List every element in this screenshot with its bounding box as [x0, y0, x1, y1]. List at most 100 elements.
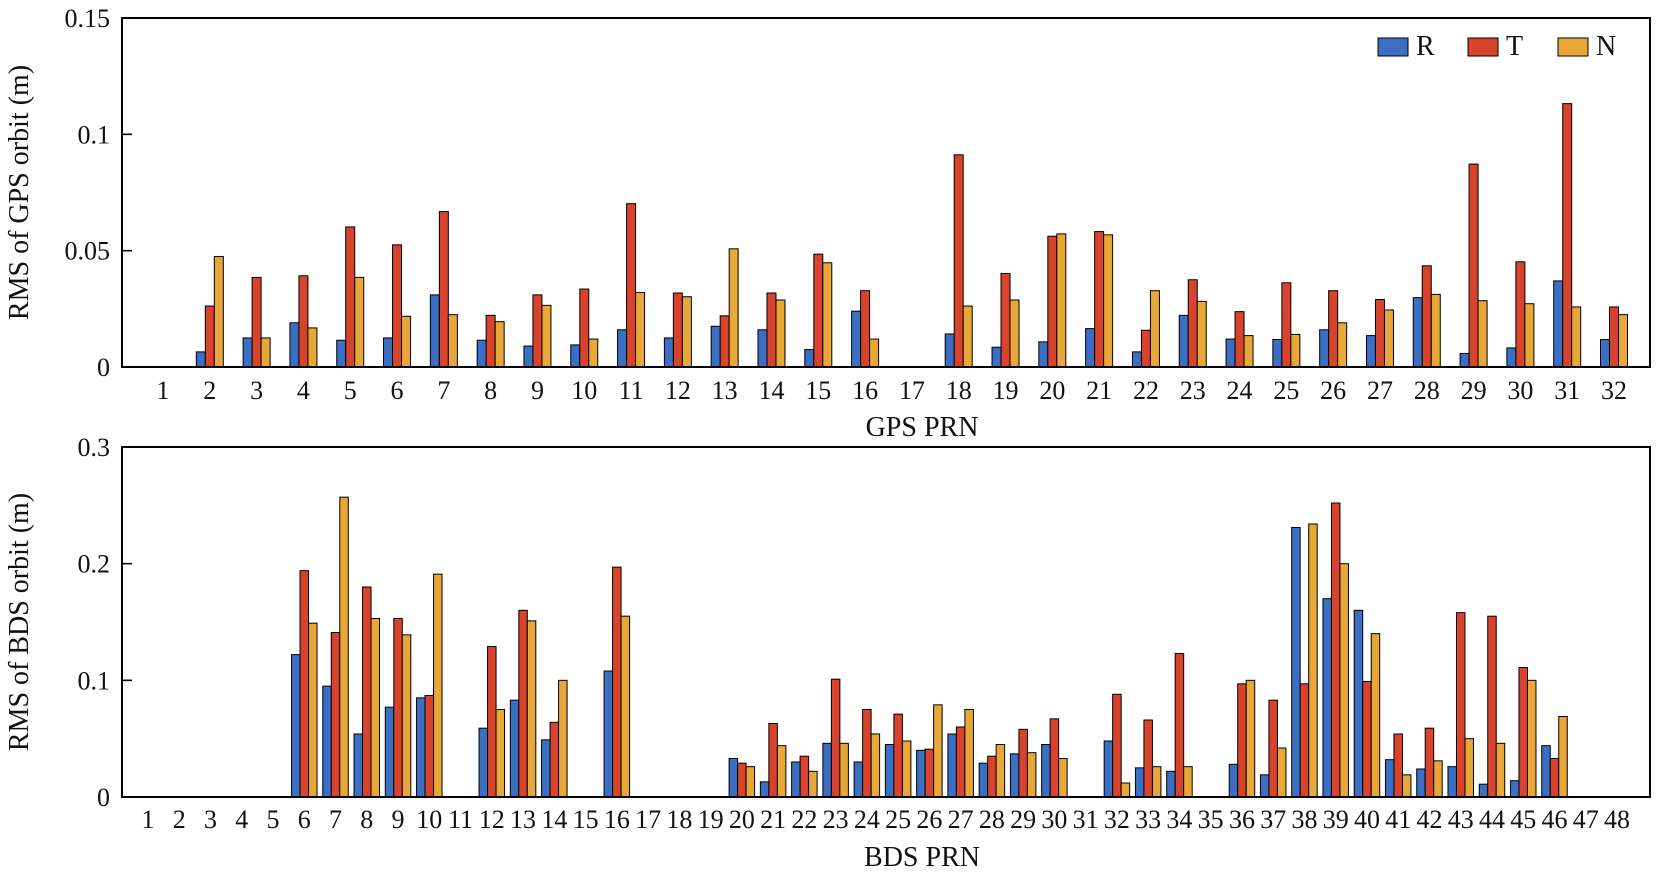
- bar-N-46: [1558, 716, 1568, 798]
- bar-R-26: [1319, 329, 1330, 368]
- bar-R-14: [541, 739, 551, 798]
- x-tick-label: 21: [760, 805, 786, 834]
- bar-R-28: [1412, 297, 1423, 368]
- legend-label-R: R: [1416, 31, 1435, 62]
- x-tick-label: 24: [1227, 376, 1253, 405]
- x-tick-label: 30: [1041, 805, 1067, 834]
- bar-T-24: [1234, 311, 1245, 368]
- bar-N-26: [1337, 322, 1348, 368]
- x-tick-label: 20: [1039, 376, 1065, 405]
- bar-T-31: [1562, 103, 1573, 368]
- bar-N-32: [1120, 782, 1131, 798]
- x-tick-label: 15: [573, 805, 599, 834]
- x-tick-label: 46: [1541, 805, 1567, 834]
- bar-N-30: [1058, 758, 1068, 798]
- bar-R-45: [1509, 780, 1520, 798]
- x-axis-title: GPS PRN: [866, 412, 979, 443]
- bar-R-37: [1259, 774, 1270, 798]
- bar-T-20: [737, 762, 747, 798]
- bar-N-12: [681, 296, 692, 368]
- x-tick-label: 37: [1260, 805, 1286, 834]
- bar-N-22: [1149, 290, 1160, 368]
- bar-T-13: [719, 315, 730, 368]
- bar-T-2: [204, 305, 215, 368]
- bar-N-13: [728, 248, 739, 368]
- bar-R-36: [1228, 763, 1239, 798]
- bar-R-5: [336, 339, 347, 368]
- bar-T-43: [1455, 612, 1466, 798]
- x-tick-label: 23: [823, 805, 849, 834]
- bar-T-32: [1609, 306, 1619, 368]
- bar-R-46: [1541, 745, 1551, 798]
- x-tick-label: 41: [1385, 805, 1411, 834]
- y-axis-title: RMS of GPS orbit (m): [4, 65, 35, 320]
- x-tick-label: 15: [805, 376, 831, 405]
- bar-N-21: [776, 745, 787, 798]
- x-tick-label: 4: [235, 805, 248, 834]
- x-tick-label: 16: [604, 805, 630, 834]
- bar-T-14: [766, 292, 777, 368]
- bar-T-22: [799, 755, 810, 798]
- bar-N-4: [307, 327, 318, 368]
- bar-N-19: [1009, 299, 1020, 368]
- x-tick-label: 9: [531, 376, 544, 405]
- bar-T-27: [1374, 299, 1385, 368]
- bar-T-33: [1143, 719, 1153, 798]
- bar-R-38: [1291, 527, 1301, 798]
- x-axis-title: BDS PRN: [864, 842, 980, 873]
- bar-R-20: [1038, 341, 1049, 368]
- x-tick-label: 19: [993, 376, 1019, 405]
- bar-R-29: [1459, 353, 1470, 368]
- plot-frame: [121, 446, 1651, 798]
- x-tick-label: 10: [416, 805, 442, 834]
- bar-R-9: [384, 706, 395, 798]
- bar-T-16: [612, 566, 622, 798]
- x-tick-label: 45: [1510, 805, 1536, 834]
- bar-N-24: [1243, 335, 1254, 368]
- bar-R-39: [1322, 598, 1332, 798]
- bar-T-7: [438, 211, 449, 368]
- bar-N-14: [558, 679, 568, 798]
- bar-T-21: [1094, 231, 1105, 368]
- x-tick-label: 8: [360, 805, 373, 834]
- x-tick-label: 48: [1604, 805, 1630, 834]
- bar-T-8: [362, 586, 372, 798]
- bar-R-23: [822, 742, 832, 798]
- bar-R-8: [476, 339, 487, 368]
- x-tick-label: 10: [571, 376, 597, 405]
- x-tick-label: 23: [1180, 376, 1206, 405]
- bar-T-24: [862, 709, 872, 798]
- x-tick-label: 22: [1133, 376, 1159, 405]
- bar-T-22: [1140, 329, 1151, 368]
- bar-N-43: [1464, 738, 1474, 798]
- bar-T-13: [518, 609, 528, 798]
- x-tick-label: 31: [1554, 376, 1580, 405]
- bar-N-37: [1276, 747, 1287, 798]
- bar-T-29: [1018, 728, 1028, 798]
- x-tick-label: 32: [1601, 376, 1627, 405]
- bar-N-9: [401, 634, 412, 798]
- x-tick-label: 29: [1010, 805, 1036, 834]
- bar-N-28: [995, 744, 1006, 798]
- bar-R-16: [603, 670, 614, 798]
- bar-R-7: [322, 685, 332, 798]
- x-tick-label: 40: [1354, 805, 1380, 834]
- bar-R-24: [1225, 338, 1236, 368]
- bar-N-6: [308, 622, 318, 798]
- bar-R-21: [759, 781, 770, 798]
- bar-N-29: [1477, 300, 1488, 368]
- y-tick-label: 0.15: [65, 4, 111, 33]
- x-tick-label: 3: [204, 805, 217, 834]
- bar-T-28: [1421, 265, 1432, 368]
- x-tick-label: 34: [1166, 805, 1192, 834]
- bar-N-39: [1339, 563, 1349, 798]
- bar-N-15: [822, 262, 833, 368]
- bar-T-39: [1330, 502, 1341, 798]
- bar-T-8: [485, 314, 496, 368]
- bar-R-24: [853, 761, 864, 798]
- x-tick-label: 30: [1507, 376, 1533, 405]
- y-tick-label: 0.3: [78, 433, 111, 462]
- bar-N-44: [1495, 742, 1506, 798]
- bar-N-32: [1618, 314, 1628, 368]
